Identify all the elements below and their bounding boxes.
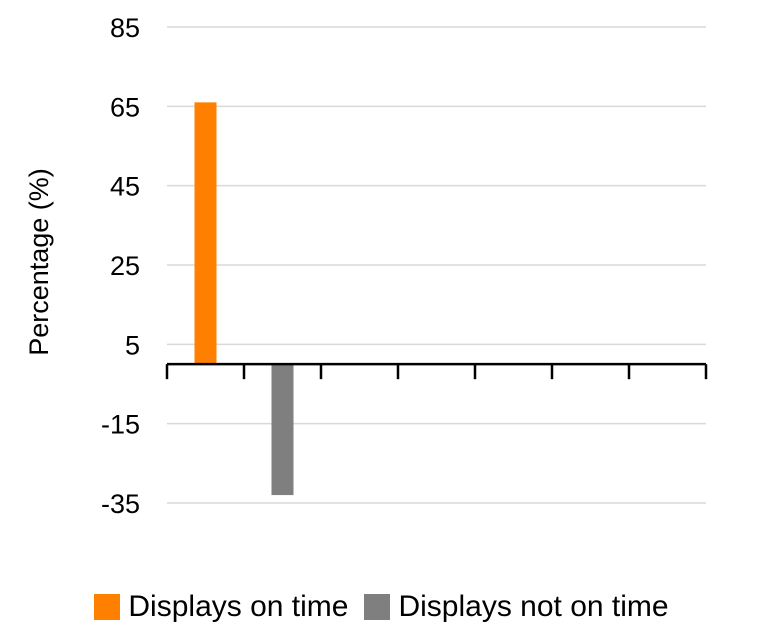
legend-swatch-gray [364,594,391,620]
y-tick-label: 65 [110,92,140,122]
y-tick-label: 85 [110,13,140,43]
y-tick-label: -15 [101,410,140,440]
y-tick-label: 5 [125,330,140,360]
legend-item-series-2: Displays not on time [364,590,669,624]
bars [194,102,294,496]
gridlines [167,26,706,504]
legend: Displays on time Displays not on time [0,590,763,624]
bar-negative [271,364,294,496]
legend-label: Displays not on time [398,590,669,623]
bar-positive [194,102,217,365]
x-axis [165,362,708,380]
y-tick-label: 25 [110,251,140,281]
legend-label: Displays on time [128,590,349,623]
legend-swatch-orange [94,594,121,620]
y-tick-label: -35 [101,489,140,519]
legend-item-series-1: Displays on time [94,590,348,624]
y-axis-label: Percentage (%) [24,168,54,356]
y-tick-labels: 85 65 45 25 5 -15 -35 [101,13,140,519]
y-tick-label: 45 [110,172,140,202]
bar-chart: 85 65 45 25 5 -15 -35 Percentage (%) [24,13,708,519]
